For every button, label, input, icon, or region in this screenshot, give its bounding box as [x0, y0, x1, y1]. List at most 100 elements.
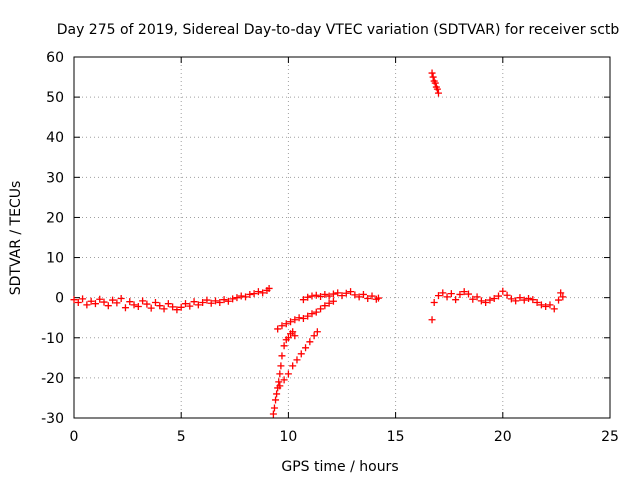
y-axis-label: SDTVAR / TECUs: [8, 181, 24, 296]
data-point: [499, 287, 507, 295]
data-point: [529, 296, 537, 304]
data-point: [559, 293, 567, 301]
data-point: [121, 304, 129, 312]
data-point: [269, 410, 277, 418]
data-point: [83, 301, 91, 309]
data-point: [525, 294, 533, 302]
data-point: [313, 328, 321, 336]
data-point: [259, 289, 267, 297]
data-point: [96, 295, 104, 303]
data-point: [224, 297, 232, 305]
data-point: [91, 300, 99, 308]
data-point: [151, 298, 159, 306]
data-point: [338, 292, 346, 300]
data-point: [310, 332, 318, 340]
data-point: [312, 291, 320, 299]
data-point: [429, 73, 437, 81]
data-point: [265, 284, 273, 292]
x-axis-label: GPS time / hours: [281, 459, 398, 475]
x-tick-label: 5: [177, 429, 186, 445]
data-point: [126, 298, 134, 306]
data-point: [304, 293, 312, 301]
data-point: [512, 297, 520, 305]
data-point: [355, 293, 363, 301]
data-point: [434, 292, 442, 300]
data-point: [104, 302, 112, 310]
data-point: [486, 296, 494, 304]
data-point: [156, 302, 164, 310]
data-point: [428, 316, 436, 324]
data-point: [295, 314, 303, 322]
data-point: [299, 315, 307, 323]
data-point: [317, 292, 325, 300]
data-point: [308, 292, 316, 300]
data-point: [276, 370, 284, 378]
data-point: [302, 344, 310, 352]
data-point: [351, 291, 359, 299]
data-point: [347, 288, 355, 296]
data-point: [139, 297, 147, 305]
data-point: [212, 297, 220, 305]
data-point: [190, 298, 198, 306]
data-series-sdtvar: [70, 69, 567, 418]
data-point: [431, 79, 439, 87]
data-point: [550, 305, 558, 313]
data-point: [291, 316, 299, 324]
chart-title: Day 275 of 2019, Sidereal Day-to-day VTE…: [57, 22, 620, 38]
data-point: [537, 301, 545, 309]
axes: 0 5 10 15 20 25 -30 -20 -10 0 10 20 30 40 50 60: [41, 50, 619, 445]
data-point: [334, 289, 342, 297]
x-tick-label: 25: [601, 429, 619, 445]
data-point: [297, 350, 305, 358]
data-point: [130, 301, 138, 309]
y-tick-label: 50: [46, 90, 64, 106]
y-tick-label: 0: [55, 291, 64, 307]
data-point: [557, 289, 565, 297]
data-point: [109, 296, 117, 304]
y-tick-label: -20: [41, 371, 64, 387]
data-point: [546, 301, 554, 309]
data-point: [289, 328, 297, 336]
plot-frame: [73, 56, 611, 419]
data-point: [274, 325, 282, 333]
data-point: [456, 290, 464, 298]
data-point: [278, 322, 286, 330]
data-point: [482, 298, 490, 306]
data-point: [308, 310, 316, 318]
data-point: [287, 318, 295, 326]
data-point: [186, 302, 194, 310]
data-point: [439, 289, 447, 297]
data-point: [325, 299, 333, 307]
x-tick-label: 10: [279, 429, 297, 445]
x-tick-label: 20: [494, 429, 512, 445]
data-point: [289, 362, 297, 370]
data-point: [280, 376, 288, 384]
data-point: [160, 305, 168, 313]
data-point: [246, 290, 254, 298]
data-point: [520, 296, 528, 304]
data-point: [374, 294, 382, 302]
y-tick-label: 40: [46, 130, 64, 146]
data-point: [329, 297, 337, 305]
data-point: [250, 290, 258, 298]
data-point: [233, 294, 241, 302]
data-point: [199, 298, 207, 306]
data-point: [177, 303, 185, 311]
data-point: [147, 304, 155, 312]
data-point: [321, 290, 329, 298]
data-point: [242, 293, 250, 301]
data-point: [317, 305, 325, 313]
data-point: [143, 300, 151, 308]
data-point: [291, 332, 299, 340]
data-point: [321, 302, 329, 310]
data-point: [272, 396, 280, 404]
data-point: [452, 296, 460, 304]
data-point: [270, 404, 278, 412]
data-point: [443, 293, 451, 301]
data-point: [113, 299, 121, 307]
y-tick-label: 10: [46, 251, 64, 267]
data-point: [490, 294, 498, 302]
data-point: [430, 298, 438, 306]
data-point: [194, 301, 202, 309]
